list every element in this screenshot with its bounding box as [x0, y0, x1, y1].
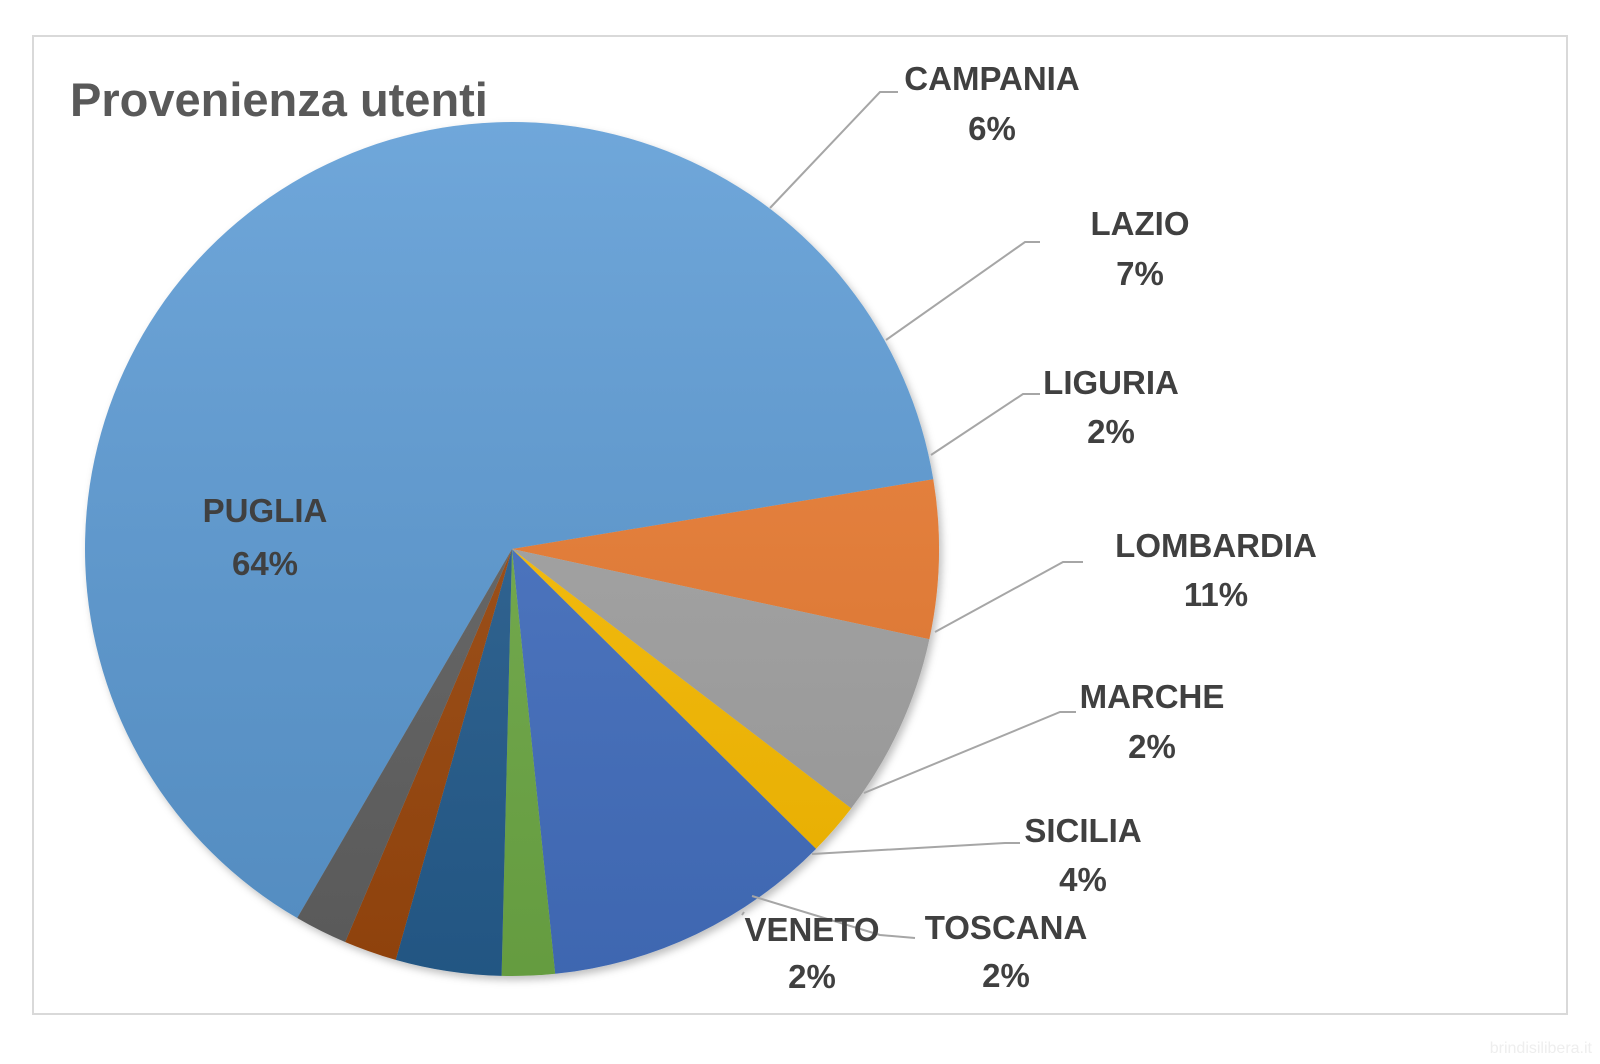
leader-line-veneto [741, 911, 745, 916]
slice-pct-marche: 2% [1128, 728, 1176, 765]
slice-pct-lazio: 7% [1116, 255, 1164, 292]
leader-line-toscana [751, 895, 916, 939]
slice-pct-puglia: 64% [232, 545, 298, 582]
slice-pct-liguria: 2% [1087, 413, 1135, 450]
slice-label-lazio: LAZIO [1091, 205, 1190, 242]
slice-label-marche: MARCHE [1080, 678, 1225, 715]
slice-label-toscana: TOSCANA [925, 909, 1088, 946]
leader-line-sicilia [811, 842, 1020, 855]
slice-pct-toscana: 2% [982, 957, 1030, 994]
leader-line-liguria [930, 393, 1040, 456]
leader-line-campania [769, 91, 898, 209]
watermark: brindisilibera.it [1489, 1040, 1592, 1057]
chart-title: Provenienza utenti [70, 73, 488, 126]
slice-label-puglia: PUGLIA [203, 492, 328, 529]
slice-label-veneto: VENETO [744, 911, 879, 948]
slice-pct-sicilia: 4% [1059, 861, 1107, 898]
leader-line-marche [863, 711, 1076, 794]
slice-label-lombardia: LOMBARDIA [1115, 527, 1317, 564]
slice-pct-veneto: 2% [788, 958, 836, 995]
slice-label-liguria: LIGURIA [1043, 364, 1179, 401]
slice-pct-campania: 6% [968, 110, 1016, 147]
slice-pct-lombardia: 11% [1184, 576, 1248, 613]
slice-label-campania: CAMPANIA [904, 60, 1079, 97]
slice-label-sicilia: SICILIA [1024, 812, 1141, 849]
leader-line-lazio [885, 241, 1040, 341]
leader-line-lombardia [934, 561, 1083, 633]
